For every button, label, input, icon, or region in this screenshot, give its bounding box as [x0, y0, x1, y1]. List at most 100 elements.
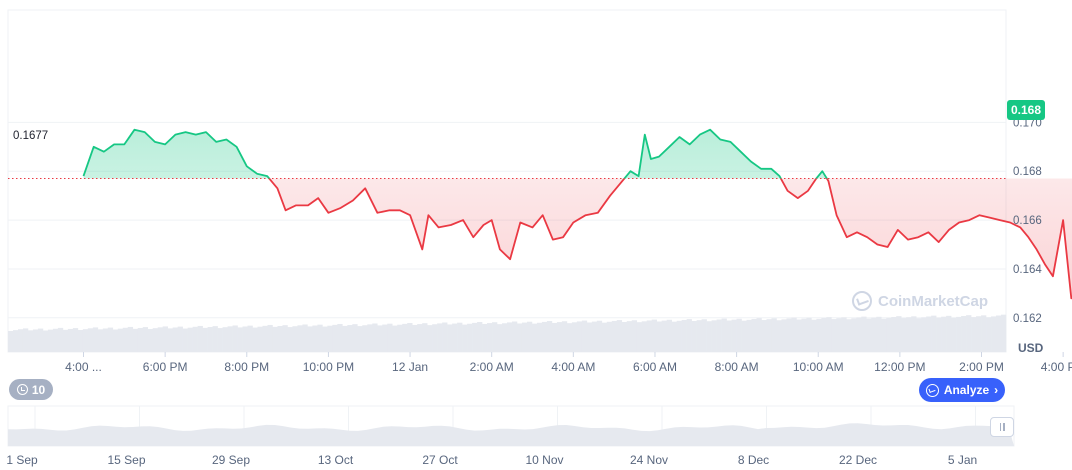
volume-bar: [192, 326, 198, 352]
volume-bar: [417, 324, 423, 352]
navigator-handle[interactable]: [990, 417, 1014, 437]
volume-bar: [511, 321, 518, 352]
x-tick-label: 10:00 PM: [303, 360, 354, 374]
volume-bar: [167, 328, 173, 352]
volume-bar: [641, 321, 648, 352]
volume-bar: [342, 325, 348, 352]
volume-bar: [931, 315, 937, 352]
y-tick-label: 0.162: [1013, 313, 1042, 325]
volume-bar: [701, 319, 707, 352]
volume-bar: [696, 320, 702, 352]
volume-bar: [237, 327, 243, 352]
volume-bar: [32, 329, 39, 352]
volume-bar: [846, 319, 852, 352]
volume-bar: [217, 328, 223, 352]
volume-bar: [606, 321, 613, 352]
volume-bar: [671, 321, 677, 352]
volume-bar: [487, 323, 493, 352]
volume-bar: [477, 322, 483, 352]
volume-bar: [646, 320, 653, 352]
history-button[interactable]: 10: [9, 379, 53, 400]
volume-bar: [621, 321, 628, 352]
volume-bar: [467, 323, 473, 352]
volume-bar: [966, 315, 972, 352]
volume-bar: [332, 324, 338, 352]
volume-bar: [362, 325, 368, 352]
x-axis: 4:00 ... 6:00 PM 8:00 PM 10:00 PM 12 Jan 2:00…: [65, 352, 1072, 374]
volume-bar: [147, 329, 154, 352]
volume-bar: [207, 327, 213, 352]
volume-bar: [327, 325, 333, 352]
volume-bar: [851, 318, 857, 352]
volume-bar: [951, 317, 957, 352]
volume-bar: [786, 318, 792, 352]
volume-bar: [716, 319, 722, 352]
price-area: [83, 129, 1072, 299]
volume-bar: [227, 326, 233, 352]
navigator-date-label: 5 Jan: [948, 453, 977, 467]
volume-bar: [756, 318, 762, 352]
volume-bar: [472, 322, 478, 352]
volume-bar: [946, 315, 952, 352]
volume-bar: [821, 317, 827, 352]
volume-bar: [347, 325, 353, 352]
navigator-date-label: 24 Nov: [630, 453, 668, 467]
volume-bar: [566, 323, 573, 352]
volume-bar: [976, 316, 982, 352]
volume-bar: [961, 316, 967, 352]
volume-bar: [801, 318, 807, 352]
volume-bar: [112, 329, 119, 352]
range-navigator[interactable]: 1 Sep 15 Sep 29 Sep 13 Oct 27 Oct 10 Nov 24 No…: [6, 405, 1015, 467]
volume-bar: [631, 320, 638, 352]
volume-bar: [482, 323, 488, 352]
volume-bar: [541, 321, 548, 352]
navigator-date-label: 22 Dec: [839, 453, 877, 467]
volume-bar: [267, 324, 273, 352]
watermark: CoinMarketCap: [852, 291, 988, 311]
volume-bar: [601, 322, 608, 352]
volume-bar: [811, 319, 817, 352]
volume-bar: [422, 323, 428, 352]
volume-bar: [616, 320, 623, 352]
volume-bar: [661, 320, 667, 352]
volume-bar: [352, 324, 358, 352]
volume-bar: [996, 315, 1002, 352]
volume-bar: [397, 324, 403, 352]
volume-bar: [212, 326, 218, 352]
current-price-badge: 0.168: [1007, 100, 1045, 120]
x-tick-label: 2:00 PM: [959, 360, 1004, 374]
volume-bar: [916, 318, 922, 352]
navigator-date-label: 29 Sep: [212, 453, 250, 467]
y-tick-label: 0.168: [1013, 166, 1042, 178]
volume-bar: [691, 321, 697, 352]
volume-bar: [127, 326, 134, 352]
analyze-label: Analyze: [943, 383, 990, 397]
volume-bar: [447, 324, 453, 352]
volume-bar: [681, 319, 687, 352]
volume-bar: [521, 322, 528, 352]
volume-bar: [392, 325, 398, 352]
baseline-price-label: 0.1677: [12, 130, 50, 142]
volume-bar: [432, 324, 438, 352]
volume-bar: [561, 321, 568, 352]
volume-bar: [157, 327, 163, 352]
volume-bar: [991, 316, 997, 352]
volume-bar: [92, 327, 99, 352]
volume-bar: [636, 322, 643, 352]
volume-bar: [831, 319, 837, 352]
volume-bar: [292, 326, 298, 352]
volume-bar: [162, 326, 168, 352]
volume-bar: [571, 322, 578, 352]
volume-bar: [926, 316, 932, 352]
volume-bar: [57, 327, 64, 352]
volume-bar: [302, 324, 308, 352]
analyze-button[interactable]: Analyze ›: [919, 378, 1005, 402]
volume-bar: [766, 319, 772, 352]
x-tick-label: 4:00 ...: [65, 360, 102, 374]
volume-bar: [1001, 314, 1007, 352]
volume-bar: [97, 329, 104, 352]
volume-bar: [861, 316, 867, 352]
volume-bar: [22, 328, 29, 352]
volume-bar: [871, 317, 877, 352]
